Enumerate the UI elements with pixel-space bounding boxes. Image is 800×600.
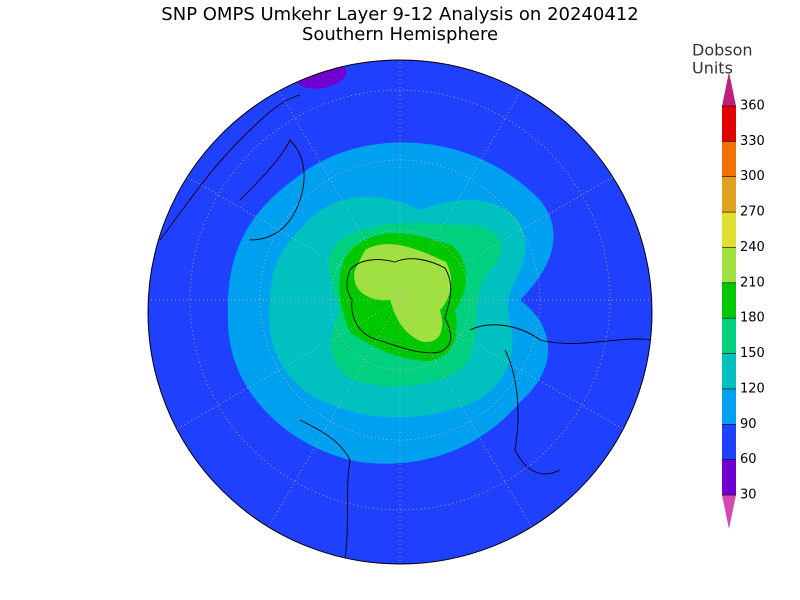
coastline (469, 324, 652, 344)
colorbar-tick-label: 270 (740, 205, 765, 220)
colorbar-tick-label: 90 (740, 417, 757, 432)
colorbar-segment (722, 388, 736, 425)
colorbar-extension (722, 72, 736, 106)
colorbar-tick-label: 150 (740, 346, 765, 361)
contour-region (354, 244, 452, 342)
map-border (147, 59, 653, 565)
colorbar-label: Dobson (692, 41, 753, 60)
colorbar-segment (722, 424, 736, 460)
colorbar-segment (722, 353, 736, 389)
colorbar-extension (722, 495, 736, 529)
graticule (329, 229, 471, 371)
colorbar-tick-label: 240 (740, 240, 765, 255)
colorbar-tick-label: 60 (740, 452, 757, 467)
map (148, 60, 652, 564)
colorbar-segment (722, 318, 736, 354)
coastline (159, 94, 301, 241)
colorbar-segment (722, 212, 736, 248)
coastline (239, 139, 305, 241)
colorbar-tick-label: 120 (740, 381, 765, 396)
colorbar-tick-label: 300 (740, 169, 765, 184)
colorbar: 30 60 90 120 150 180 210 240 270 300 330 360 (722, 72, 765, 529)
coastline (504, 349, 561, 475)
title: SNP OMPS Umkehr Layer 9-12 Analysis on 2… (161, 4, 638, 25)
colorbar-segment (722, 459, 736, 495)
colorbar-segment (722, 106, 736, 142)
graticule (189, 89, 611, 511)
colorbar-tick-label: 30 (740, 488, 757, 503)
colorbar-tick-label: 180 (740, 311, 765, 326)
colorbar-segment (722, 247, 736, 283)
colorbar-segment (722, 141, 736, 177)
subtitle: Southern Hemisphere (302, 24, 498, 45)
coastline (346, 258, 452, 354)
coastline (299, 419, 351, 561)
colorbar-tick-label: 210 (740, 275, 765, 290)
colorbar-segment (722, 282, 736, 319)
colorbar-tick-label: 330 (740, 134, 765, 149)
colorbar-label: Units (692, 59, 733, 78)
colorbar-segment (722, 176, 736, 213)
colorbar-tick-label: 360 (740, 99, 765, 114)
